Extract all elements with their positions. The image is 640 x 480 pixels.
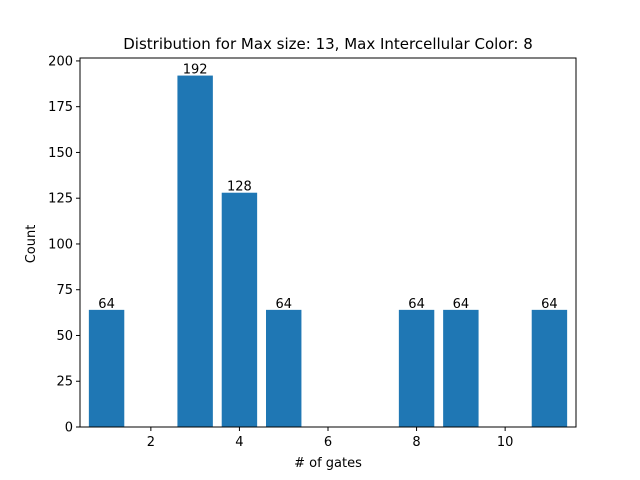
y-axis-label: Count <box>24 225 39 264</box>
x-axis-label: # of gates <box>294 456 362 471</box>
x-tick-label: 10 <box>497 435 514 450</box>
bar-value-label: 64 <box>98 297 115 312</box>
y-tick-label: 125 <box>48 192 73 207</box>
bar-value-label: 128 <box>227 180 252 195</box>
bar-value-label: 192 <box>183 63 208 78</box>
plot-frame <box>79 57 577 428</box>
bar-value-label: 64 <box>408 297 425 312</box>
y-tick-label: 100 <box>48 237 73 252</box>
bar-1 <box>88 309 125 427</box>
bar-3 <box>177 75 213 428</box>
chart-title: Distribution for Max size: 13, Max Inter… <box>123 35 533 53</box>
x-axis-ticks: 2 4 6 8 10 <box>147 427 514 450</box>
y-tick-label: 175 <box>48 100 73 115</box>
bar-8 <box>398 309 435 427</box>
bar-value-label: 64 <box>453 297 470 312</box>
bars-group <box>88 75 568 428</box>
bar-4 <box>221 192 258 427</box>
bar-11 <box>531 309 568 427</box>
bar-9 <box>443 309 479 427</box>
bar-value-label: 64 <box>541 297 558 312</box>
x-tick-label: 2 <box>147 435 155 450</box>
y-tick-label: 150 <box>48 146 73 161</box>
data-labels-group: 64 192 128 64 64 64 64 <box>98 63 557 312</box>
y-tick-label: 75 <box>56 283 73 298</box>
x-tick-label: 8 <box>412 435 420 450</box>
bar-5 <box>266 309 302 427</box>
x-tick-label: 6 <box>324 435 332 450</box>
y-tick-label: 200 <box>48 54 73 69</box>
bar-value-label: 64 <box>275 297 292 312</box>
y-axis-ticks: 0 25 50 75 100 125 150 175 200 <box>48 54 80 436</box>
y-tick-label: 50 <box>56 329 73 344</box>
y-tick-label: 0 <box>65 421 73 436</box>
x-tick-label: 4 <box>235 435 243 450</box>
y-tick-label: 25 <box>56 375 73 390</box>
